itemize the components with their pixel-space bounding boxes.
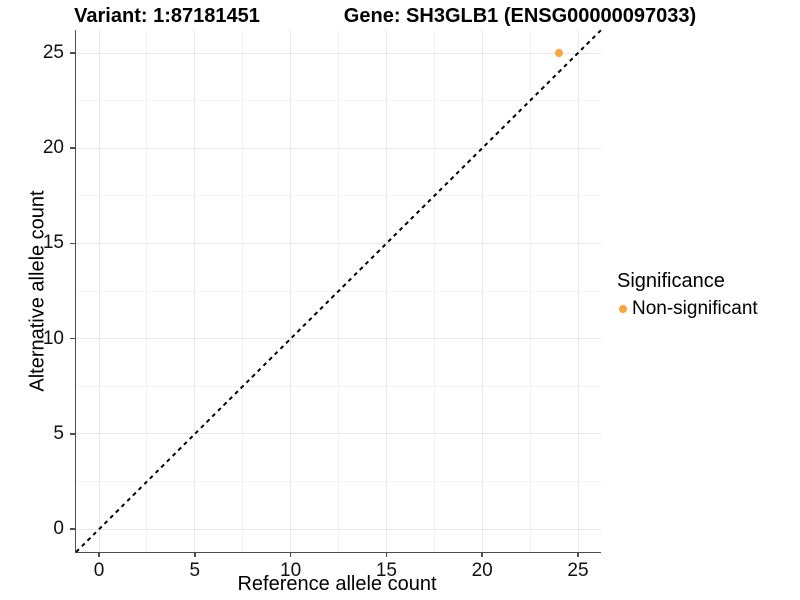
plot-panel: 0 5 10 15 20 25 0 5 10 15 20 25 (43, 29, 602, 581)
gridline-major-x (194, 30, 196, 552)
gridline-major-y (76, 147, 601, 149)
x-tick-mark (481, 552, 483, 557)
gridline-minor-x (433, 30, 435, 552)
y-tick-label: 20 (42, 137, 64, 159)
y-axis-title: Alternative allele count (26, 190, 49, 392)
gridline-minor-y (76, 385, 601, 387)
gridline-minor-y (76, 195, 601, 197)
legend: Significance Non-significant (617, 270, 758, 320)
gridline-major-x (481, 30, 483, 552)
gridline-minor-x (529, 30, 531, 552)
y-tick-mark (69, 528, 75, 530)
x-tick-label: 20 (471, 560, 493, 581)
x-axis-title: Reference allele count (237, 573, 437, 595)
x-tick-label: 15 (375, 560, 397, 581)
x-tick-label: 0 (93, 560, 105, 581)
y-tick-mark (69, 242, 75, 245)
plot-title-gene: Gene: SH3GLB1 (ENSG00000097033) (343, 5, 697, 27)
gridline-minor-y (76, 100, 601, 102)
legend-title: Significance (617, 270, 725, 292)
x-tick-mark (98, 552, 100, 557)
y-tick-label: 15 (42, 232, 64, 254)
identity-line (75, 29, 602, 553)
gridline-minor-x (242, 30, 244, 552)
y-tick-mark (69, 147, 75, 149)
x-tick-mark (289, 552, 292, 557)
x-tick-mark (385, 552, 388, 557)
legend-point-icon (619, 305, 627, 313)
legend-label: Non-significant (632, 298, 758, 319)
gridline-major-y (76, 433, 601, 435)
gridline-major-y (76, 242, 601, 244)
y-tick-label: 10 (42, 327, 64, 349)
gridline-major-x (385, 30, 387, 552)
x-tick-label: 25 (567, 560, 589, 581)
y-tick-label: 0 (53, 518, 64, 539)
gridline-major-y (76, 338, 601, 340)
y-tick-mark (69, 52, 75, 54)
y-tick-mark (69, 337, 75, 340)
x-tick-mark (194, 552, 196, 557)
x-tick-mark (577, 552, 579, 557)
gridline-major-y (76, 52, 601, 54)
gridline-major-x (290, 30, 292, 552)
gridline-minor-x (146, 30, 148, 552)
legend-entry: Non-significant (617, 298, 758, 320)
gridline-major-x (98, 30, 100, 552)
x-tick-label: 10 (280, 560, 302, 581)
x-tick-label: 5 (189, 560, 201, 581)
gridline-major-x (577, 30, 579, 552)
gridline-major-y (76, 528, 601, 530)
data-point (554, 49, 563, 57)
y-tick-label: 25 (42, 42, 64, 63)
y-tick-label: 5 (53, 422, 64, 444)
y-tick-mark (69, 433, 75, 435)
plot-title-variant: Variant: 1:87181451 (74, 5, 260, 27)
gridline-minor-y (76, 480, 601, 482)
